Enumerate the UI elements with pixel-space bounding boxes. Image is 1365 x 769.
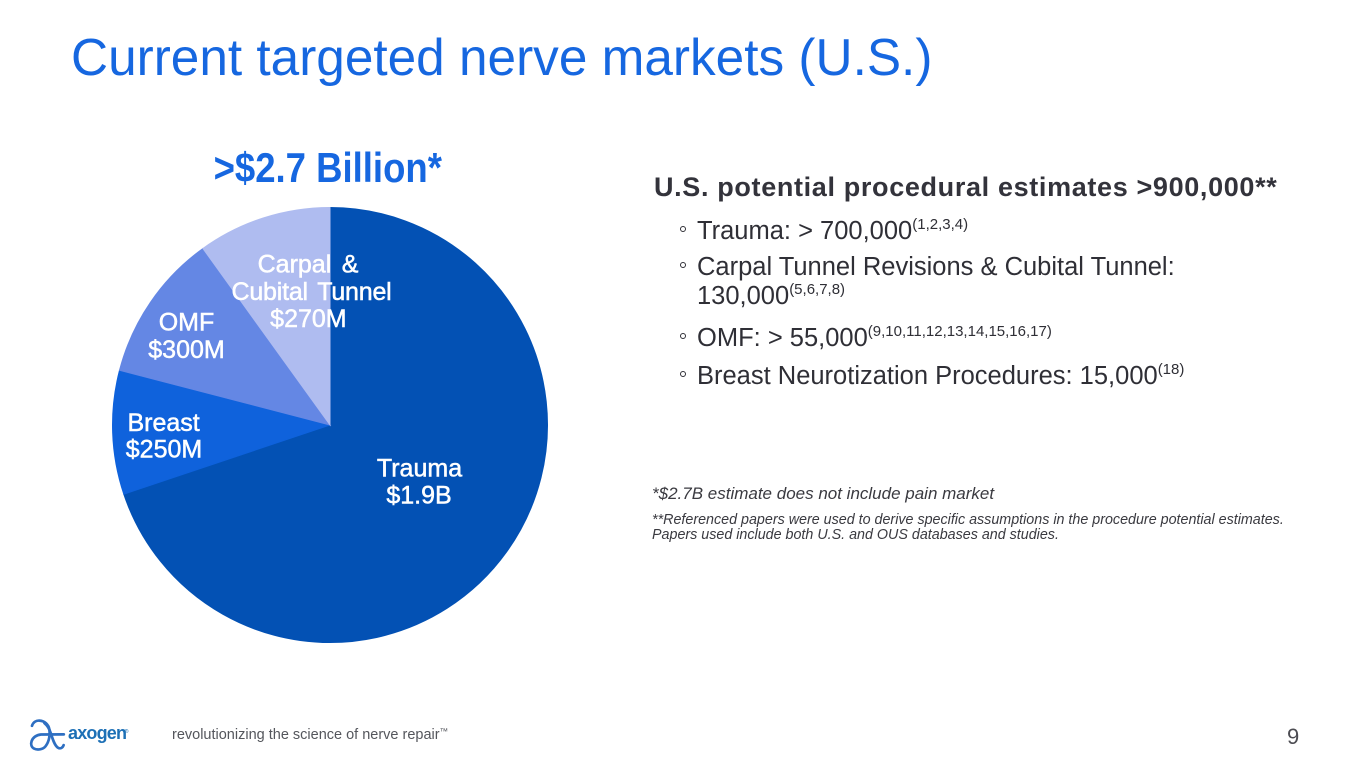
- svg-text:®: ®: [125, 728, 129, 735]
- svg-text:Cubital Tunnel: Cubital Tunnel: [231, 278, 391, 306]
- svg-text:Breast: Breast: [127, 409, 199, 437]
- svg-text:OMF: OMF: [159, 309, 215, 337]
- svg-text:$270M: $270M: [270, 305, 346, 333]
- svg-text:$250M: $250M: [126, 436, 202, 464]
- svg-text:$1.9B: $1.9B: [386, 482, 451, 510]
- svg-text:Carpal &: Carpal &: [258, 251, 359, 279]
- svg-text:Trauma: Trauma: [377, 455, 462, 483]
- svg-text:axogen: axogen: [68, 723, 126, 743]
- svg-text:$300M: $300M: [148, 336, 224, 364]
